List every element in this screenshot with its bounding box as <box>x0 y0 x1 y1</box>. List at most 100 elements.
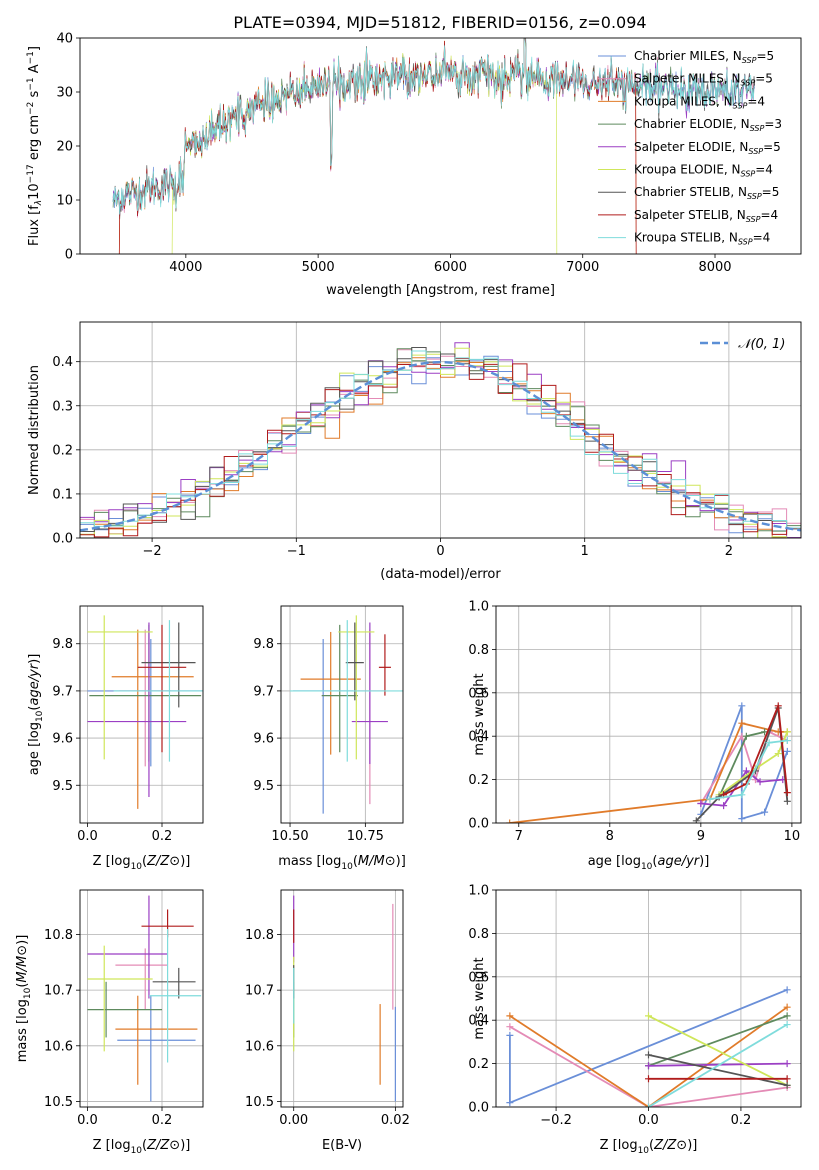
spectrum-legend: Chabrier MILES, NSSP=5 Salpeter MILES, NS… <box>598 49 782 247</box>
spectrum-axes: 4000 5000 6000 7000 8000 0 10 20 30 40 <box>56 32 731 276</box>
mass_age-ytick-label: 9.8 <box>253 637 274 652</box>
z_mass-frame <box>79 889 204 1108</box>
figure-title: PLATE=0394, MJD=51812, FIBERID=0156, z=0… <box>233 13 646 32</box>
z_weight-series-marker <box>783 1075 791 1083</box>
ebv_mass-ytick-label: 10.6 <box>245 1039 274 1054</box>
spectrum-xtick-label: 8000 <box>698 260 731 275</box>
z_weight-axes: −0.2 0.0 0.2 0.0 0.2 0.4 0.6 0.8 1.0 <box>468 884 801 1128</box>
residuals-xtick-label: −2 <box>143 544 162 559</box>
axis-label: Z [log10(Z/Z⊙)] <box>600 1138 698 1156</box>
residuals-xtick-label: 1 <box>581 544 589 559</box>
z_weight-series-marker <box>783 1081 791 1089</box>
spectrum-legend-label: Kroupa STELIB, NSSP=4 <box>634 231 770 247</box>
spectrum-xtick-label: 5000 <box>302 260 335 275</box>
axis-label: Z [log10(Z/Z⊙)] <box>93 854 191 872</box>
age_weight-ytick-label: 1.0 <box>468 600 489 615</box>
age_weight-series-marker <box>738 719 746 727</box>
z_weight-series-marker <box>645 1062 652 1070</box>
spectrum-xlabel: wavelength [Angstrom, rest frame] <box>326 283 555 298</box>
z_weight-series-marker <box>506 1031 514 1039</box>
z_weight-ytick-label: 0.0 <box>468 1101 489 1116</box>
z_weight-xtick-label: −0.2 <box>540 1113 572 1128</box>
age_weight-series-marker <box>697 799 705 807</box>
ebv-mass-xlabel: E(B-V) <box>322 1138 362 1153</box>
age_weight-xtick-label: 8 <box>606 829 614 844</box>
age_weight-series-marker <box>692 817 700 823</box>
z_weight-series-marker <box>645 1051 652 1059</box>
spectrum-frame <box>79 37 802 255</box>
residuals-ytick-label: 0.1 <box>52 487 73 502</box>
z_age-frame <box>79 605 204 824</box>
z_weight-series-marker <box>506 1023 514 1031</box>
z_age-axes: 0.0 0.2 9.5 9.6 9.7 9.8 <box>52 606 203 844</box>
residuals-xtick-label: 0 <box>436 544 444 559</box>
age_weight-series-marker <box>742 767 750 775</box>
age_weight-frame <box>495 605 802 824</box>
residuals-xtick-label: −1 <box>287 544 306 559</box>
age_weight-ytick-label: 0.8 <box>468 643 489 658</box>
age_weight-series-line <box>709 739 788 800</box>
residuals-ytick-label: 0.3 <box>52 399 73 414</box>
z_mass-ytick-label: 10.5 <box>44 1095 73 1110</box>
age_weight-series-group <box>506 702 791 823</box>
mass_age-frame <box>280 605 404 824</box>
age_weight-xtick-label: 7 <box>515 829 523 844</box>
age_weight-series-marker <box>720 802 728 810</box>
age_weight-series-marker <box>761 808 769 816</box>
z_weight-series-marker <box>783 1012 791 1020</box>
z_weight-xtick-label: 0.2 <box>731 1113 752 1128</box>
residuals-xlabel: (data-model)/error <box>380 567 501 582</box>
ebv_mass-xtick-label: 0.02 <box>381 1113 410 1128</box>
z_age-xtick-label: 0.2 <box>152 829 173 844</box>
age_weight-ytick-label: 0.6 <box>468 686 489 701</box>
residuals-ytick-label: 0.0 <box>52 532 73 547</box>
axis-label: age [log10(age/yr)] <box>588 854 710 872</box>
axis-label: Z [log10(Z/Z⊙)] <box>93 1138 191 1156</box>
age_weight-series-marker <box>774 702 782 710</box>
spectrum-legend-label: Chabrier MILES, NSSP=5 <box>634 49 774 65</box>
age_weight-series-marker <box>742 732 750 740</box>
z_weight-ytick-label: 0.4 <box>468 1014 489 1029</box>
z_weight-series-line <box>648 1054 788 1087</box>
age_weight-series-marker <box>783 737 791 745</box>
z_weight-series-marker <box>506 1012 514 1020</box>
z_mass-xtick-label: 0.2 <box>152 1113 173 1128</box>
z_weight-series-marker <box>645 1075 652 1083</box>
spectrum-xtick-label: 6000 <box>434 260 467 275</box>
spectrum-ytick-label: 20 <box>56 140 73 155</box>
residuals-ytick-label: 0.2 <box>52 443 73 458</box>
spectrum-line-8 <box>112 38 756 215</box>
mass_age-axes: 10.50 10.75 9.5 9.6 9.7 9.8 <box>253 606 403 844</box>
spectrum-legend-label: Chabrier ELODIE, NSSP=3 <box>634 117 782 133</box>
residuals-gaussian-curve <box>80 360 801 532</box>
residuals-frame <box>79 321 802 539</box>
age_weight-xtick-label: 9 <box>697 829 705 844</box>
age_weight-ytick-label: 0.0 <box>468 817 489 832</box>
z_weight-series-marker <box>506 1099 514 1107</box>
z_weight-series-line <box>509 1025 788 1107</box>
z_age-xtick-label: 0.0 <box>77 829 98 844</box>
spectrum-ytick-label: 0 <box>65 248 73 263</box>
z-weight-ylabel: mass weight <box>472 957 487 1039</box>
z_weight-series-marker <box>783 986 791 994</box>
spectrum-legend-label: Salpeter ELODIE, NSSP=5 <box>634 140 781 156</box>
residuals-legend-label: 𝒩(0, 1) <box>738 337 785 352</box>
age_weight-series-marker <box>783 747 791 755</box>
mass_age-ytick-label: 9.5 <box>253 779 274 794</box>
age_weight-series-marker <box>738 791 746 799</box>
spectrum-ylabel: Flux [fλ10−17 erg cm−2 s−1 A−1] <box>26 46 44 246</box>
residuals-ylabel: Normed distribution <box>27 365 42 495</box>
age_weight-series-marker <box>738 815 746 823</box>
z_age-ytick-label: 9.8 <box>52 637 73 652</box>
axis-label: mass [log10(M/M⊙)] <box>15 935 33 1063</box>
age_weight-series-marker <box>506 819 514 823</box>
z_weight-series-line <box>648 1015 788 1067</box>
spectrum-xtick-label: 4000 <box>169 260 202 275</box>
z_weight-series-marker <box>783 1021 791 1029</box>
z_weight-xtick-label: 0.0 <box>638 1113 659 1128</box>
ebv_mass-frame <box>280 889 404 1108</box>
ebv_mass-xtick-label: 0.00 <box>279 1113 308 1128</box>
spectrum-ytick-label: 10 <box>56 194 73 209</box>
